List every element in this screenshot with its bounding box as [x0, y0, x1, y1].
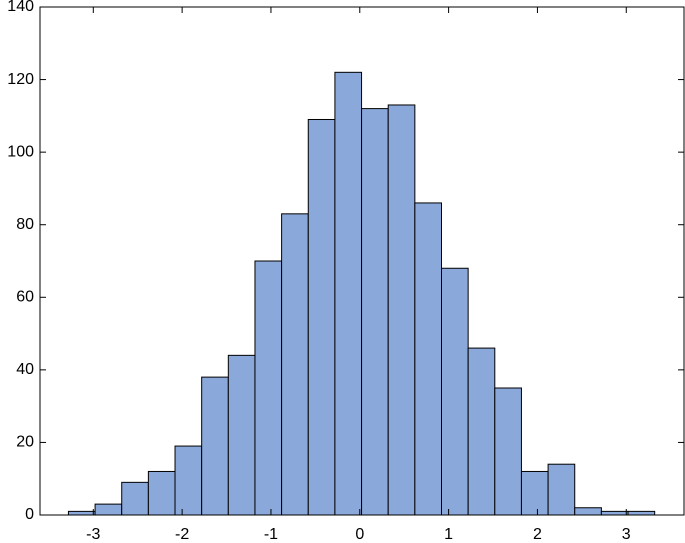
bar — [201, 376, 229, 516]
x-tick-label: 0 — [355, 526, 364, 543]
x-tick-label: 1 — [444, 526, 453, 543]
bar — [574, 507, 602, 516]
plot-frame — [39, 6, 685, 516]
bar — [414, 202, 443, 516]
y-tick-label: 120 — [7, 71, 34, 88]
bar — [441, 267, 469, 516]
y-tick-label: 20 — [16, 434, 34, 451]
bar — [627, 510, 656, 516]
bar — [67, 510, 96, 516]
bar — [494, 387, 522, 516]
bar — [307, 118, 336, 516]
y-tick-label: 100 — [7, 143, 34, 160]
y-tick-label: 0 — [25, 506, 34, 523]
bar — [387, 104, 416, 516]
bar — [281, 213, 309, 516]
x-tick-label: -1 — [264, 526, 278, 543]
bar — [254, 260, 283, 516]
bar — [174, 445, 203, 516]
y-tick-label: 140 — [7, 0, 34, 15]
bar — [600, 510, 629, 516]
y-tick-label: 40 — [16, 361, 34, 378]
bar — [361, 108, 389, 516]
y-tick-label: 80 — [16, 216, 34, 233]
bar — [227, 354, 256, 516]
x-tick-label: 2 — [533, 526, 542, 543]
bar — [94, 503, 123, 516]
bar — [520, 470, 549, 516]
bar — [147, 470, 176, 516]
x-tick-label: 3 — [622, 526, 631, 543]
bar — [547, 463, 576, 516]
bar — [467, 347, 496, 516]
x-tick-label: -3 — [86, 526, 100, 543]
bar — [121, 481, 149, 516]
y-tick-label: 60 — [16, 289, 34, 306]
bar — [334, 71, 363, 516]
x-tick-label: -2 — [175, 526, 189, 543]
